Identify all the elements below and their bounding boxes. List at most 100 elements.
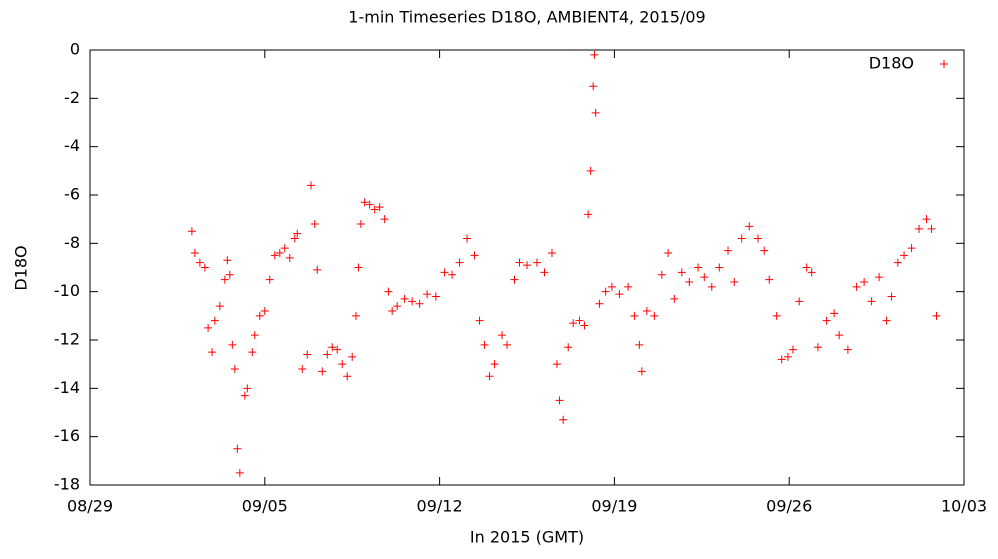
y-tick-label: -14 [54, 378, 80, 397]
point [523, 261, 531, 270]
point [807, 268, 816, 277]
point [700, 273, 709, 282]
point [448, 270, 457, 279]
legend-label: D18O [869, 54, 914, 73]
point [225, 270, 234, 279]
y-tick-label: -8 [64, 233, 80, 252]
point [642, 307, 651, 315]
point [285, 253, 294, 262]
point [724, 246, 733, 255]
point [503, 340, 512, 349]
x-tick-label: 08/29 [67, 497, 113, 516]
point [470, 251, 479, 260]
x-tick-label: 09/19 [591, 497, 637, 516]
point [532, 258, 541, 267]
point [777, 355, 786, 364]
point [313, 265, 322, 274]
point [694, 263, 703, 272]
point [230, 365, 239, 373]
point [547, 249, 556, 257]
point [783, 352, 792, 361]
point [569, 319, 578, 328]
point [822, 316, 831, 325]
point [388, 307, 397, 315]
point [635, 340, 644, 349]
point [356, 220, 365, 228]
point [210, 316, 219, 325]
point [243, 384, 252, 393]
point [852, 282, 861, 291]
point [343, 372, 352, 381]
x-tick-label: 09/26 [766, 497, 812, 516]
point [380, 215, 389, 224]
point [795, 297, 804, 306]
point [250, 331, 259, 340]
point [615, 290, 624, 299]
point [431, 292, 440, 301]
point [190, 249, 199, 257]
point [510, 275, 519, 284]
plot-frame [89, 49, 965, 486]
point [907, 244, 916, 253]
point [624, 282, 633, 291]
point [415, 299, 424, 308]
point [208, 348, 217, 357]
point [630, 311, 639, 320]
point [753, 234, 762, 243]
point [601, 287, 610, 296]
point [440, 268, 449, 277]
point [580, 321, 589, 330]
point [375, 203, 384, 212]
point [248, 348, 257, 357]
y-tick-label: 0 [70, 40, 80, 59]
point [408, 297, 417, 306]
point [270, 251, 279, 260]
point [607, 282, 616, 291]
point [737, 234, 746, 243]
point [265, 275, 274, 284]
point [584, 210, 593, 219]
y-axis-label: D18O [12, 245, 31, 290]
point [586, 166, 595, 175]
point [348, 352, 357, 361]
y-tick-label: -18 [54, 475, 80, 494]
x-axis-label: In 2015 (GMT) [470, 528, 584, 547]
point [915, 224, 924, 233]
point [360, 198, 369, 207]
y-tick-label: -4 [64, 136, 80, 155]
point [772, 311, 781, 320]
point [670, 294, 679, 303]
point [480, 340, 489, 349]
point [200, 263, 209, 272]
point [540, 268, 549, 277]
point [677, 268, 686, 277]
x-tick-label: 09/12 [417, 497, 463, 516]
point [715, 263, 724, 272]
point [650, 311, 659, 320]
point [463, 234, 472, 243]
y-tick-label: -10 [54, 281, 80, 300]
point [323, 350, 332, 359]
point [475, 316, 484, 325]
point [498, 331, 507, 340]
point [745, 222, 754, 231]
point [515, 258, 524, 267]
point [351, 311, 360, 320]
legend-marker [940, 60, 948, 68]
point [685, 278, 694, 286]
point [310, 220, 319, 228]
point [280, 244, 289, 253]
point [922, 215, 931, 224]
point [485, 372, 494, 381]
point [423, 290, 432, 299]
point [240, 391, 249, 400]
point [590, 50, 599, 59]
point [887, 292, 896, 301]
point [338, 360, 347, 369]
point [552, 360, 561, 369]
point [657, 270, 666, 279]
point [835, 331, 844, 340]
point [802, 263, 811, 272]
point [333, 345, 342, 354]
